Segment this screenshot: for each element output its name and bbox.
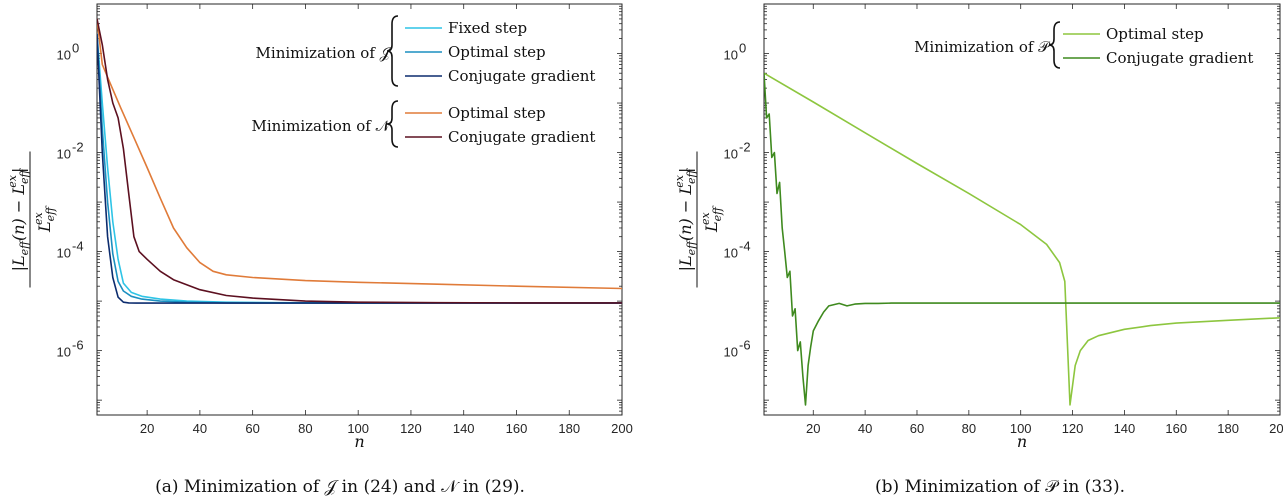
y-tick-label: 10 xyxy=(57,48,71,63)
y-tick-exponent: 0 xyxy=(739,41,746,56)
x-tick-label: 160 xyxy=(1165,421,1187,436)
x-tick-label: 120 xyxy=(1062,421,1084,436)
y-tick-label: 10 xyxy=(724,147,738,162)
y-tick-exponent: -6 xyxy=(72,338,84,353)
x-axis-label: n xyxy=(354,432,364,451)
x-tick-label: 180 xyxy=(1217,421,1239,436)
series-line-conjugate-gradient xyxy=(97,33,622,304)
subscript: eff xyxy=(18,168,31,185)
y-tick-label: 10 xyxy=(724,48,738,63)
y-axis-label: |Leff(n) − Leffex|Leffex xyxy=(6,151,57,288)
y-tick-label: 10 xyxy=(724,246,738,261)
y-tick-exponent: -6 xyxy=(739,338,751,353)
y-tick-exponent: -4 xyxy=(72,239,84,254)
subscript: eff xyxy=(685,239,698,256)
subscript: eff xyxy=(44,205,57,222)
x-axis-label: n xyxy=(1017,432,1027,451)
legend-entry: Optimal step xyxy=(1106,25,1204,43)
legend-entry: Conjugate gradient xyxy=(448,128,595,146)
legend-group-label: Minimization of 𝒫 xyxy=(914,38,1051,56)
chart-panel-b: 2040608010012014016018020010010-210-410-… xyxy=(673,3,1283,451)
figure-caption: (b) Minimization of 𝒫 in (33). xyxy=(875,477,1125,497)
x-tick-label: 180 xyxy=(558,421,580,436)
subscript: eff xyxy=(711,205,724,222)
text: (n) − L xyxy=(9,184,28,241)
series-line-optimal-step xyxy=(97,18,622,290)
superscript: ex xyxy=(699,212,712,226)
text: | xyxy=(676,168,695,173)
y-axis-label-denominator: Leffex xyxy=(699,205,724,233)
x-tick-label: 160 xyxy=(506,421,528,436)
series-line-optimal-step xyxy=(764,72,1280,406)
y-axis-label-numerator: |Leff(n) − Leffex| xyxy=(6,168,31,272)
x-tick-label: 140 xyxy=(1114,421,1136,436)
superscript: ex xyxy=(673,174,686,188)
x-tick-label: 100 xyxy=(347,421,369,436)
y-tick-label: 10 xyxy=(57,246,71,261)
x-tick-label: 20 xyxy=(140,421,154,436)
superscript: ex xyxy=(32,212,45,226)
y-tick-label: 10 xyxy=(57,345,71,360)
x-tick-label: 60 xyxy=(245,421,259,436)
figure-caption: (a) Minimization of 𝒥 in (24) and 𝒩 in (… xyxy=(155,477,525,497)
legend-brace xyxy=(1048,21,1061,69)
x-tick-label: 140 xyxy=(453,421,475,436)
y-tick-exponent: -2 xyxy=(72,140,84,155)
series-line-conjugate-gradient xyxy=(764,73,1280,406)
y-tick-exponent: -4 xyxy=(739,239,751,254)
x-tick-label: 40 xyxy=(858,421,872,436)
legend-entry: Optimal step xyxy=(448,43,546,61)
legend-entry: Conjugate gradient xyxy=(1106,49,1253,67)
y-tick-label: 10 xyxy=(724,345,738,360)
legend-entry: Conjugate gradient xyxy=(448,67,595,85)
x-tick-label: 120 xyxy=(400,421,422,436)
y-axis-label-denominator: Leffex xyxy=(32,205,57,233)
plot-frame xyxy=(96,3,623,416)
superscript: ex xyxy=(6,174,19,188)
x-tick-label: 80 xyxy=(962,421,976,436)
subscript: eff xyxy=(18,239,31,256)
legend-brace xyxy=(386,100,399,148)
x-tick-label: 100 xyxy=(1010,421,1032,436)
x-tick-label: 80 xyxy=(298,421,312,436)
x-tick-label: 200 xyxy=(611,421,633,436)
x-tick-label: 60 xyxy=(910,421,924,436)
y-axis-label: |Leff(n) − Leffex|Leffex xyxy=(673,151,724,288)
legend-entry: Optimal step xyxy=(448,104,546,122)
legend-group-label: Minimization of 𝒥 xyxy=(256,44,393,62)
x-tick-label: 200 xyxy=(1269,421,1283,436)
y-tick-exponent: 0 xyxy=(72,41,79,56)
legend-group-label: Minimization of 𝒩 xyxy=(252,117,393,135)
series-line-conjugate-gradient xyxy=(97,18,622,304)
y-tick-label: 10 xyxy=(57,147,71,162)
x-tick-label: 20 xyxy=(806,421,820,436)
legend-brace xyxy=(386,15,399,87)
y-axis-label-numerator: |Leff(n) − Leffex| xyxy=(673,168,698,272)
text: (n) − L xyxy=(676,184,695,241)
subscript: eff xyxy=(685,168,698,185)
y-tick-exponent: -2 xyxy=(739,140,751,155)
x-tick-label: 40 xyxy=(193,421,207,436)
legend-entry: Fixed step xyxy=(448,19,527,37)
text: | xyxy=(9,168,28,173)
